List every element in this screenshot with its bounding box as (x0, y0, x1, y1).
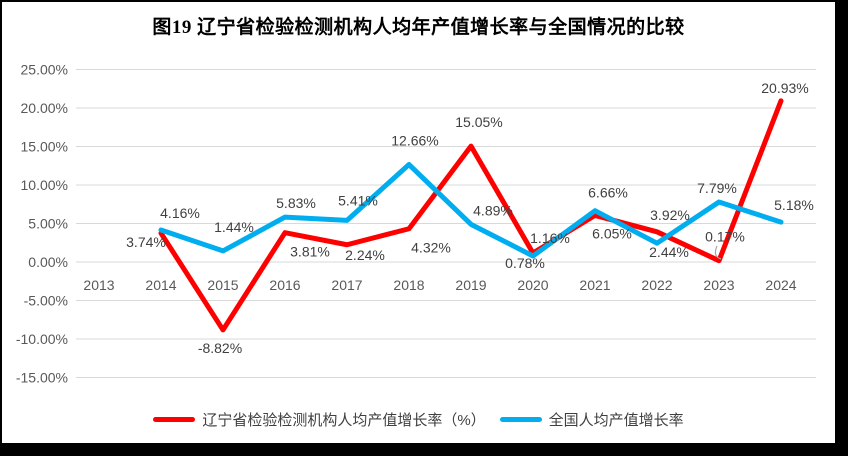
data-label-liaoning: 15.05% (455, 114, 502, 130)
x-axis-label: 2019 (455, 277, 486, 293)
x-axis-label: 2018 (393, 277, 424, 293)
data-label-national: 5.83% (276, 195, 316, 211)
data-label-liaoning: 2.24% (345, 247, 385, 263)
series-line-national (158, 162, 784, 259)
data-label-national: 1.44% (214, 219, 254, 235)
y-axis-tick-label: -15.00% (16, 370, 68, 386)
x-axis-label: 2013 (83, 277, 114, 293)
data-label-national: 5.18% (774, 197, 814, 213)
data-label-national: 7.79% (697, 180, 737, 196)
x-axis-label: 2016 (269, 277, 300, 293)
y-axis-tick-label: 20.00% (21, 100, 68, 116)
data-label-liaoning: 4.32% (411, 240, 451, 256)
data-label-national: 0.78% (505, 255, 545, 271)
data-label-liaoning: 20.93% (761, 80, 808, 96)
series-line-liaoning (158, 98, 784, 333)
data-label-national: 12.66% (391, 133, 438, 149)
chart-legend: 辽宁省检验检测机构人均产值增长率（%） 全国人均产值增长率 (2, 405, 835, 433)
x-axis-label: 2023 (703, 277, 734, 293)
data-label-liaoning: 6.05% (592, 225, 632, 241)
legend-item-liaoning: 辽宁省检验检测机构人均产值增长率（%） (153, 409, 486, 430)
x-axis-label: 2021 (579, 277, 610, 293)
y-axis-tick-label: 5.00% (28, 216, 68, 232)
x-axis-label: 2022 (641, 277, 672, 293)
data-label-liaoning: 1.16% (530, 230, 570, 246)
data-label-liaoning: 0.17% (705, 229, 745, 245)
y-axis-tick-label: 10.00% (21, 177, 68, 193)
y-axis-tick-label: 15.00% (21, 139, 68, 155)
legend-line-swatch-blue (499, 416, 542, 422)
x-axis-label: 2020 (517, 277, 548, 293)
legend-item-national: 全国人均产值增长率 (499, 409, 684, 430)
data-label-national: 6.66% (588, 185, 628, 201)
chart-title: 图19 辽宁省检验检测机构人均年产值增长率与全国情况的比较 (152, 17, 685, 38)
data-label-national: 4.89% (473, 202, 513, 218)
y-axis-tick-label: -10.00% (16, 331, 68, 347)
legend-line-swatch-red (153, 416, 196, 422)
x-axis-label: 2017 (331, 277, 362, 293)
data-label-liaoning: 3.92% (650, 207, 690, 223)
legend-label-liaoning: 辽宁省检验检测机构人均产值增长率（%） (202, 411, 486, 429)
label-leader-line (714, 245, 722, 260)
x-axis-label: 2024 (765, 277, 796, 293)
y-axis-tick-label: 25.00% (21, 62, 68, 78)
data-label-national: 4.16% (160, 205, 200, 221)
x-axis-label: 2015 (207, 277, 238, 293)
data-label-liaoning: -8.82% (198, 340, 242, 356)
data-label-liaoning: 3.81% (290, 244, 330, 260)
x-axis-label: 2014 (145, 277, 176, 293)
data-label-national: 2.44% (649, 244, 689, 260)
data-label-national: 5.41% (338, 192, 378, 208)
legend-label-national: 全国人均产值增长率 (548, 411, 684, 429)
data-label-liaoning: 3.74% (126, 234, 166, 250)
y-axis-tick-label: -5.00% (24, 293, 68, 309)
y-axis-tick-label: 0.00% (28, 254, 68, 270)
